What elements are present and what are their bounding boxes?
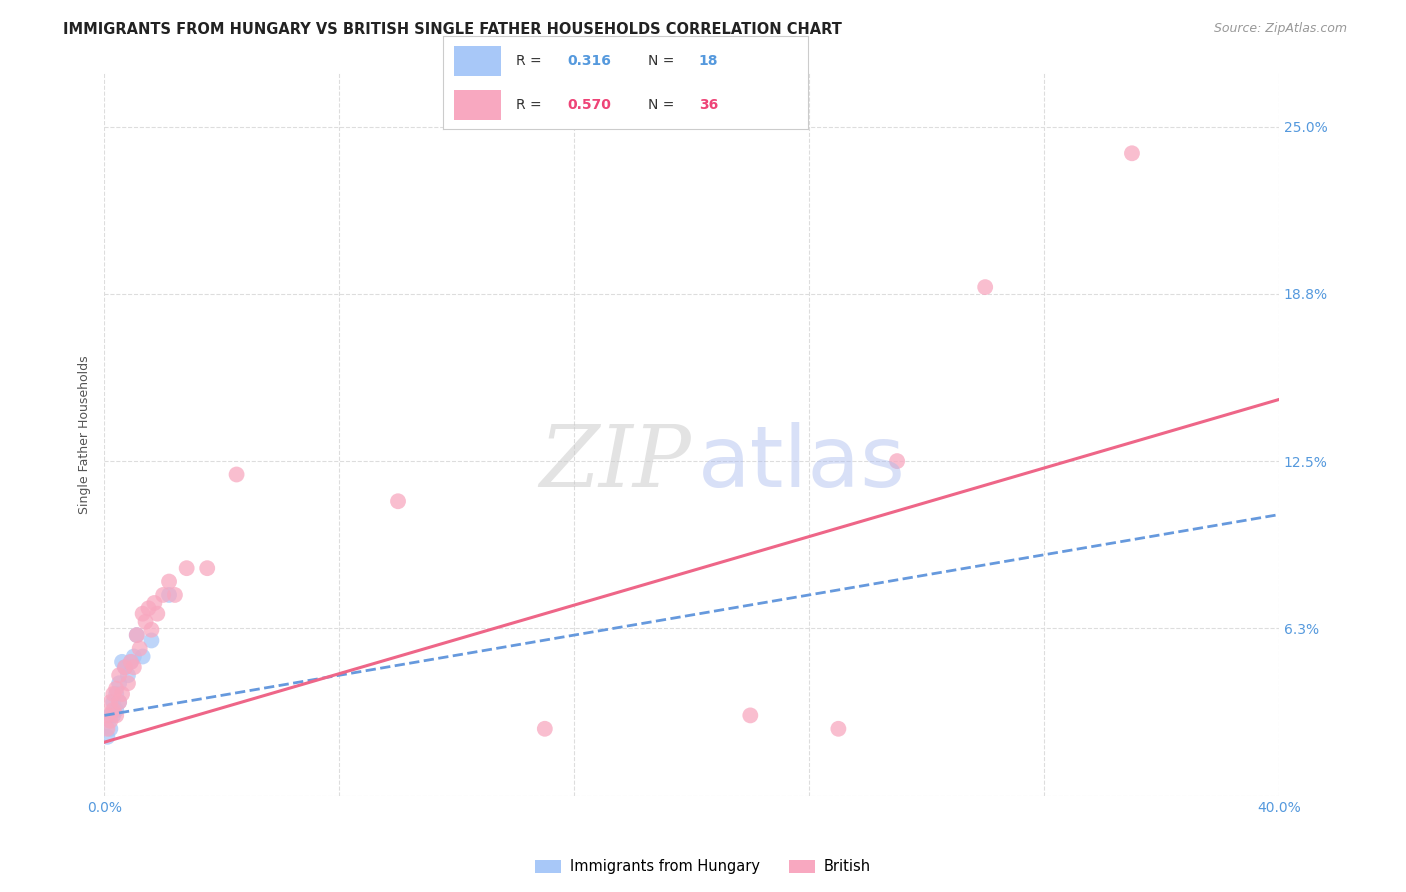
- Point: [1121, 146, 1143, 161]
- Point: [98, 714, 121, 728]
- Point: [533, 722, 555, 736]
- Point: [96, 722, 118, 736]
- Point: [98, 722, 121, 736]
- Text: atlas: atlas: [697, 422, 905, 505]
- Point: [157, 588, 180, 602]
- Point: [135, 615, 157, 629]
- Point: [163, 588, 186, 602]
- Text: 0.570: 0.570: [567, 98, 612, 112]
- Point: [146, 607, 169, 621]
- Point: [105, 703, 128, 717]
- Point: [117, 676, 139, 690]
- Text: R =: R =: [516, 54, 546, 68]
- Y-axis label: Single Father Households: Single Father Households: [79, 355, 91, 514]
- Legend: Immigrants from Hungary, British: Immigrants from Hungary, British: [529, 854, 877, 880]
- Point: [103, 695, 125, 709]
- Point: [108, 668, 131, 682]
- Point: [117, 668, 139, 682]
- Text: 0.316: 0.316: [567, 54, 612, 68]
- Point: [105, 681, 128, 696]
- Text: IMMIGRANTS FROM HUNGARY VS BRITISH SINGLE FATHER HOUSEHOLDS CORRELATION CHART: IMMIGRANTS FROM HUNGARY VS BRITISH SINGL…: [63, 22, 842, 37]
- Text: N =: N =: [648, 54, 678, 68]
- Text: Source: ZipAtlas.com: Source: ZipAtlas.com: [1213, 22, 1347, 36]
- Text: 18: 18: [699, 54, 718, 68]
- Point: [105, 708, 128, 723]
- Point: [195, 561, 218, 575]
- Point: [131, 649, 153, 664]
- Point: [387, 494, 409, 508]
- Point: [827, 722, 849, 736]
- Point: [114, 660, 136, 674]
- Text: N =: N =: [648, 98, 678, 112]
- Point: [120, 655, 142, 669]
- Text: 36: 36: [699, 98, 718, 112]
- Text: ZIP: ZIP: [540, 422, 692, 505]
- Point: [740, 708, 762, 723]
- Bar: [454, 90, 502, 120]
- Point: [141, 623, 163, 637]
- Point: [105, 687, 128, 701]
- Bar: [454, 46, 502, 76]
- Point: [98, 695, 121, 709]
- Point: [111, 687, 134, 701]
- Point: [886, 454, 908, 468]
- Point: [225, 467, 247, 482]
- Point: [122, 649, 145, 664]
- Point: [108, 695, 131, 709]
- Point: [103, 708, 125, 723]
- Point: [108, 695, 131, 709]
- Point: [125, 628, 148, 642]
- Point: [143, 596, 166, 610]
- Point: [96, 708, 118, 723]
- Point: [103, 703, 125, 717]
- Point: [111, 655, 134, 669]
- Text: R =: R =: [516, 98, 546, 112]
- Point: [138, 601, 160, 615]
- Point: [114, 660, 136, 674]
- Point: [96, 730, 118, 744]
- Point: [103, 687, 125, 701]
- Point: [98, 708, 121, 723]
- Point: [122, 660, 145, 674]
- Point: [157, 574, 180, 589]
- Point: [141, 633, 163, 648]
- Point: [125, 628, 148, 642]
- Point: [128, 641, 150, 656]
- Point: [974, 280, 997, 294]
- Point: [176, 561, 198, 575]
- Point: [120, 655, 142, 669]
- Point: [108, 676, 131, 690]
- Point: [131, 607, 153, 621]
- Point: [152, 588, 174, 602]
